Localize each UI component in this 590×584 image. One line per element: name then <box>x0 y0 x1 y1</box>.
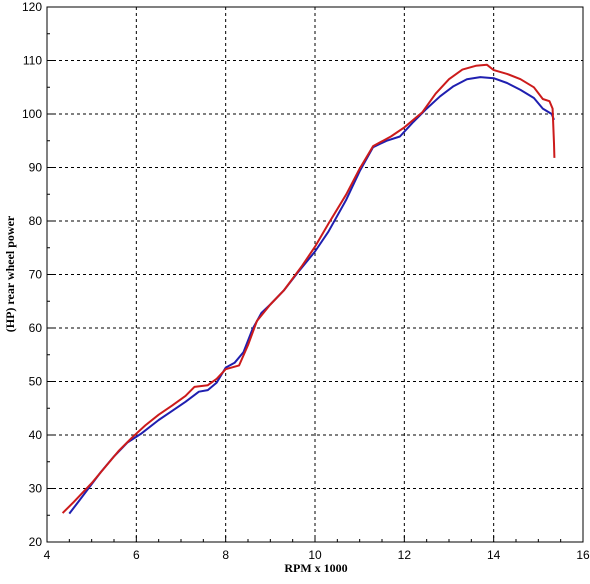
series-lines <box>61 63 556 515</box>
y-tick-label: 40 <box>29 428 43 442</box>
tick-labels: 4 6 8 10 12 14 16 20 30 40 50 60 70 80 90 100 110 120 <box>22 0 590 562</box>
y-tick-label: 60 <box>29 321 43 335</box>
x-tick-label: 8 <box>222 548 229 562</box>
y-tick-label: 70 <box>29 268 43 282</box>
x-tick-label: 10 <box>308 548 322 562</box>
grid-lines <box>47 7 583 542</box>
y-tick-label: 30 <box>29 482 43 496</box>
x-tick-label: 4 <box>44 548 51 562</box>
y-tick-label: 20 <box>29 535 43 549</box>
y-tick-label: 100 <box>22 107 42 121</box>
x-tick-label: 16 <box>576 548 590 562</box>
x-tick-label: 6 <box>133 548 140 562</box>
y-tick-label: 80 <box>29 214 43 228</box>
y-tick-label: 120 <box>22 0 42 14</box>
plot-frame <box>46 6 584 543</box>
x-tick-label: 12 <box>398 548 412 562</box>
x-tick-label: 14 <box>487 548 501 562</box>
y-axis-title: (HP) rear wheel power <box>3 215 17 332</box>
y-tick-label: 50 <box>29 375 43 389</box>
series-line-2 <box>61 63 556 514</box>
y-tick-label: 110 <box>23 54 42 68</box>
x-axis-title: RPM x 1000 <box>284 561 347 575</box>
y-tick-label: 90 <box>29 161 43 175</box>
series-line-1 <box>68 76 555 515</box>
